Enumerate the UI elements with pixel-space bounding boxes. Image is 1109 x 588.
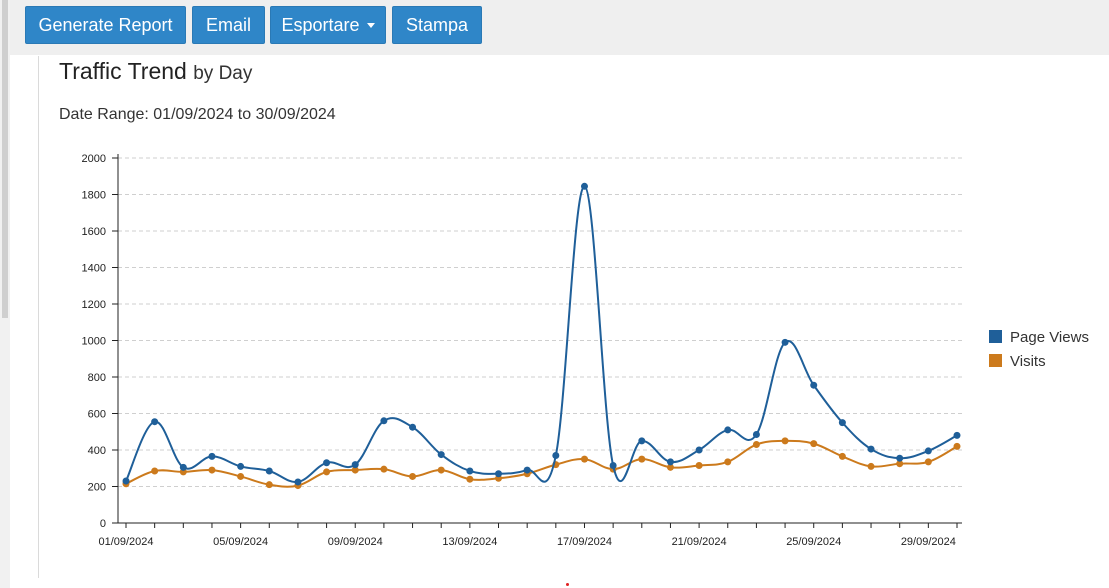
page-views-point [151, 418, 159, 426]
legend-swatch-page-views [989, 330, 1002, 343]
visits-point [265, 481, 273, 489]
y-tick-label: 800 [88, 372, 106, 384]
legend-swatch-visits [989, 354, 1002, 367]
y-tick-label: 1000 [82, 336, 106, 348]
visits-point [208, 466, 216, 474]
y-tick-label: 400 [88, 445, 106, 457]
visits-point [638, 455, 646, 463]
page-views-point [294, 478, 302, 486]
visits-point [781, 437, 789, 445]
page-views-point [867, 445, 875, 453]
title-main: Traffic Trend [59, 58, 187, 84]
cursor-dot [566, 583, 569, 586]
page-views-point [638, 437, 646, 445]
visits-point [580, 455, 588, 463]
page-views-point [838, 419, 846, 427]
visits-point [752, 441, 760, 449]
y-tick-label: 1800 [82, 190, 106, 202]
x-tick-label: 01/09/2024 [98, 536, 153, 548]
email-button[interactable]: Email [192, 6, 265, 44]
page-views-point [666, 458, 674, 466]
page-views-point [924, 447, 932, 455]
page-views-point [466, 467, 474, 475]
page-views-point [208, 452, 216, 460]
date-range-text: Date Range: 01/09/2024 to 30/09/2024 [59, 106, 336, 123]
y-tick-label: 200 [88, 482, 106, 494]
title-suffix: by Day [193, 63, 253, 84]
page-views-point [609, 462, 617, 470]
visits-point [666, 463, 674, 471]
x-tick-label: 29/09/2024 [901, 536, 956, 548]
visits-point [953, 442, 961, 450]
generate-report-button[interactable]: Generate Report [25, 6, 186, 44]
page-views-point [437, 451, 445, 459]
visits-point [323, 468, 331, 476]
visits-point [724, 458, 732, 466]
visits-point [695, 462, 703, 470]
y-tick-label: 1200 [82, 299, 106, 311]
legend-label-page-views: Page Views [1010, 329, 1089, 346]
x-tick-label: 21/09/2024 [672, 536, 727, 548]
page-views-point [409, 423, 417, 431]
visits-point [838, 452, 846, 460]
page-views-point [552, 451, 560, 459]
page-views-point [351, 461, 359, 469]
y-tick-label: 600 [88, 409, 106, 421]
page-views-point [237, 462, 245, 470]
visits-point [351, 466, 359, 474]
visits-point [867, 462, 875, 470]
page-views-point [953, 431, 961, 439]
toolbar: Generate Report Email Esportare Stampa [10, 0, 1109, 55]
page-views-point [810, 381, 818, 389]
visits-point [380, 465, 388, 473]
page-views-point [752, 430, 760, 438]
export-dropdown-button[interactable]: Esportare [270, 6, 386, 44]
x-tick-label: 09/09/2024 [328, 536, 383, 548]
y-tick-label: 1400 [82, 263, 106, 275]
y-tick-label: 2000 [82, 153, 106, 165]
page-views-point [580, 182, 588, 190]
visits-point [409, 472, 417, 480]
page-views-point [781, 338, 789, 346]
page-views-point [523, 466, 531, 474]
x-tick-label: 13/09/2024 [442, 536, 497, 548]
panel-divider [38, 56, 39, 578]
page-views-point [265, 467, 273, 475]
visits-point [151, 467, 159, 475]
x-tick-label: 05/09/2024 [213, 536, 268, 548]
caret-down-icon [366, 22, 375, 28]
left-scrollbar[interactable] [2, 0, 8, 318]
page-views-point [380, 417, 388, 425]
visits-point [810, 440, 818, 448]
y-tick-label: 0 [100, 518, 106, 530]
page-views-point [896, 454, 904, 462]
visits-point [237, 472, 245, 480]
print-button[interactable]: Stampa [392, 6, 482, 44]
visits-point [896, 460, 904, 468]
page-views-point [495, 470, 503, 478]
export-label: Esportare [281, 14, 360, 35]
page-views-point [179, 463, 187, 471]
page-views-point [122, 477, 130, 485]
legend-label-visits: Visits [1010, 353, 1046, 370]
page-views-point [323, 459, 331, 467]
x-tick-label: 17/09/2024 [557, 536, 612, 548]
visits-point [437, 466, 445, 474]
page-views-point [695, 446, 703, 454]
visits-point [466, 475, 474, 483]
page-views-point [724, 426, 732, 434]
x-tick-label: 25/09/2024 [786, 536, 841, 548]
page-title: Traffic Trend by Day [59, 58, 252, 85]
visits-point [924, 458, 932, 466]
y-tick-label: 1600 [82, 226, 106, 238]
